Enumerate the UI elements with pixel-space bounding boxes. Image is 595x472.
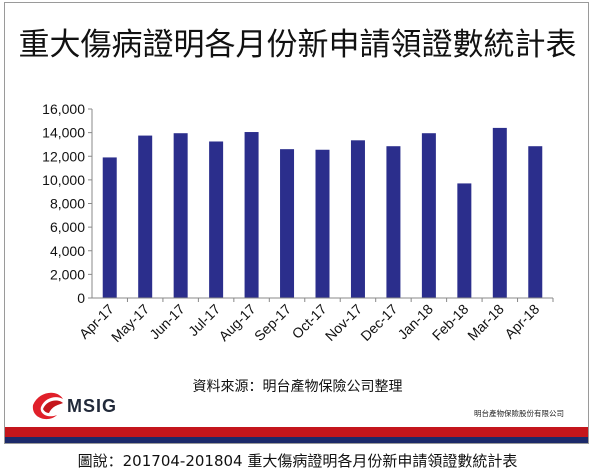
x-tick-label: May-17 [108, 301, 152, 345]
bars [102, 127, 543, 299]
bar [173, 133, 188, 298]
bar [102, 157, 117, 298]
y-tick-label: 10,000 [42, 172, 85, 188]
chart-title: 重大傷病證明各月份新申請領證數統計表 [18, 27, 577, 63]
bar [315, 149, 330, 298]
bar [386, 146, 401, 298]
brand-logo-text: MSIG [67, 396, 118, 416]
bar-chart: 0 2,000 4,000 6,000 8,000 10,000 12,000 14,000 1… [42, 101, 554, 345]
x-tick-label: Aug-17 [215, 301, 258, 344]
x-axis: Apr-17May-17Jun-17Jul-17Aug-17Sep-17Oct-… [76, 297, 554, 345]
y-tick-label: 2,000 [50, 266, 85, 282]
x-tick-label: Dec-17 [357, 301, 400, 344]
x-tick-label: Apr-18 [501, 301, 542, 342]
company-name: 明台產物保險股份有限公司 [474, 409, 564, 418]
msig-swoosh-icon [32, 392, 63, 420]
bar [280, 149, 295, 298]
y-tick-label: 0 [77, 290, 85, 306]
bar [421, 133, 436, 298]
x-tick-label: Jan-18 [394, 301, 436, 343]
x-tick-label: Nov-17 [322, 301, 365, 344]
bar [209, 141, 224, 298]
y-tick-label: 8,000 [50, 196, 85, 212]
y-tick-label: 6,000 [50, 219, 85, 235]
x-tick-label: Sep-17 [251, 301, 294, 344]
y-tick-label: 12,000 [42, 148, 85, 164]
bar [138, 135, 153, 298]
bar [492, 127, 507, 299]
y-axis: 0 2,000 4,000 6,000 8,000 10,000 12,000 14,000 1… [42, 101, 93, 306]
x-tick-label: Feb-18 [429, 301, 472, 344]
bar [350, 140, 365, 298]
data-source-note: 資料來源：明台產物保險公司整理 [192, 379, 403, 395]
footer-band-navy [5, 437, 588, 443]
y-tick-label: 4,000 [50, 243, 85, 259]
figure-caption: 圖說：201704-201804 重大傷病證明各月份新申請領證數統計表 [77, 452, 518, 470]
x-tick-label: Jun-17 [146, 301, 188, 343]
y-tick-label: 16,000 [42, 101, 85, 117]
bar [457, 183, 472, 298]
y-tick-label: 14,000 [42, 125, 85, 141]
footer-band-red [5, 427, 588, 437]
x-tick-label: Mar-18 [464, 301, 507, 344]
bar [244, 132, 259, 298]
bar [528, 146, 543, 298]
infographic-frame: 重大傷病證明各月份新申請領證數統計表 0 2,000 4,000 6,000 8,000… [4, 2, 589, 444]
